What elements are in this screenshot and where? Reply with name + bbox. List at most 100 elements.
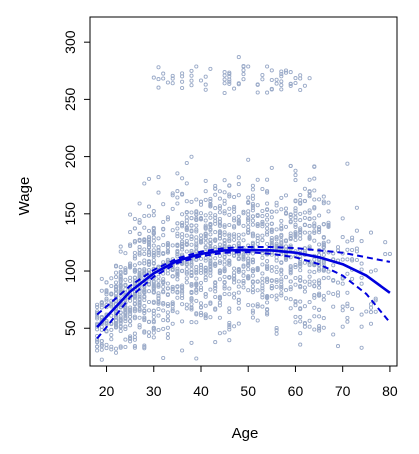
scatter-point <box>203 268 208 273</box>
scatter-point <box>307 230 312 235</box>
scatter-point <box>250 201 255 206</box>
scatter-point <box>246 228 251 233</box>
scatter-point <box>274 328 279 333</box>
scatter-point <box>260 288 265 293</box>
scatter-point <box>104 342 109 347</box>
scatter-point <box>161 355 166 361</box>
scatter-point <box>146 319 152 324</box>
scatter-point <box>99 315 104 320</box>
scatter-point <box>95 302 100 307</box>
scatter-point <box>345 271 350 276</box>
scatter-point <box>255 223 260 229</box>
scatter-point <box>142 308 147 313</box>
scatter-point <box>283 206 289 211</box>
y-tick-label: 150 <box>62 202 78 226</box>
scatter-point <box>274 325 279 331</box>
scatter-point <box>213 307 218 312</box>
scatter-point <box>279 279 284 284</box>
scatter-point <box>198 285 204 290</box>
scatter-point <box>260 292 265 297</box>
scatter-point <box>151 252 156 258</box>
scatter-point <box>137 308 142 313</box>
scatter-point <box>194 197 199 202</box>
y-tick-label: 100 <box>62 259 78 283</box>
scatter-point <box>132 269 137 274</box>
scatter-point <box>184 226 189 231</box>
scatter-point <box>307 318 312 323</box>
scatter-point <box>156 65 161 70</box>
scatter-point <box>198 211 204 216</box>
scatter-point <box>146 240 152 245</box>
scatter-point <box>246 274 251 279</box>
scatter-point <box>246 157 251 162</box>
scatter-point <box>146 333 152 339</box>
scatter-point <box>165 243 170 248</box>
scatter-point <box>151 248 156 253</box>
scatter-point <box>368 269 374 274</box>
scatter-point <box>146 244 152 250</box>
scatter-point <box>156 300 161 305</box>
scatter-point <box>194 64 199 69</box>
scatter-point <box>279 83 284 88</box>
scatter-point <box>208 262 213 267</box>
scatter-point <box>137 292 142 297</box>
scatter-point <box>194 229 199 234</box>
scatter-point <box>203 275 208 280</box>
scatter-point <box>227 322 232 328</box>
scatter-point <box>142 304 147 309</box>
scatter-point <box>373 296 378 301</box>
scatter-point <box>123 326 128 332</box>
scatter-point <box>99 305 104 310</box>
scatter-point <box>137 238 142 243</box>
scatter-point <box>208 66 213 71</box>
scatter-point <box>217 229 222 234</box>
scatter-point <box>269 238 274 243</box>
scatter-point <box>198 256 204 261</box>
scatter-point <box>113 275 119 280</box>
scatter-point <box>274 297 279 302</box>
scatter-point <box>317 242 322 247</box>
scatter-point <box>236 268 241 273</box>
scatter-point <box>260 271 265 276</box>
scatter-point <box>184 160 189 166</box>
scatter-point <box>368 302 374 307</box>
scatter-point <box>99 300 104 306</box>
scatter-point <box>236 236 241 241</box>
scatter-point <box>203 82 208 87</box>
scatter-point <box>317 324 322 329</box>
scatter-point <box>170 206 175 211</box>
scatter-point <box>217 189 222 194</box>
fit-line <box>96 248 391 328</box>
scatter-point <box>368 230 374 235</box>
scatter-point <box>146 289 152 294</box>
scatter-point <box>279 195 284 200</box>
scatter-point <box>184 241 189 246</box>
scatter-point <box>317 307 322 312</box>
scatter-point <box>170 289 175 294</box>
scatter-point <box>279 232 284 237</box>
scatter-point <box>265 177 270 182</box>
scatter-point <box>194 287 199 292</box>
scatter-point <box>128 314 133 319</box>
scatter-point <box>260 214 265 219</box>
scatter-point <box>288 220 293 225</box>
scatter-point <box>203 197 208 202</box>
scatter-point <box>142 345 147 350</box>
scatter-point <box>132 267 137 272</box>
scatter-point <box>279 69 284 74</box>
scatter-point <box>198 287 204 293</box>
scatter-point <box>350 247 355 253</box>
scatter-point <box>142 288 147 293</box>
scatter-point <box>317 293 322 298</box>
scatter-point <box>250 308 255 313</box>
scatter-point <box>213 230 218 235</box>
scatter-point <box>269 268 274 273</box>
scatter-point <box>180 220 185 225</box>
scatter-point <box>274 293 279 298</box>
scatter-point <box>298 278 303 283</box>
scatter-point <box>354 228 359 233</box>
scatter-point <box>113 321 119 326</box>
scatter-point <box>260 186 265 192</box>
scatter-point <box>279 282 284 287</box>
scatter-point <box>175 195 180 200</box>
